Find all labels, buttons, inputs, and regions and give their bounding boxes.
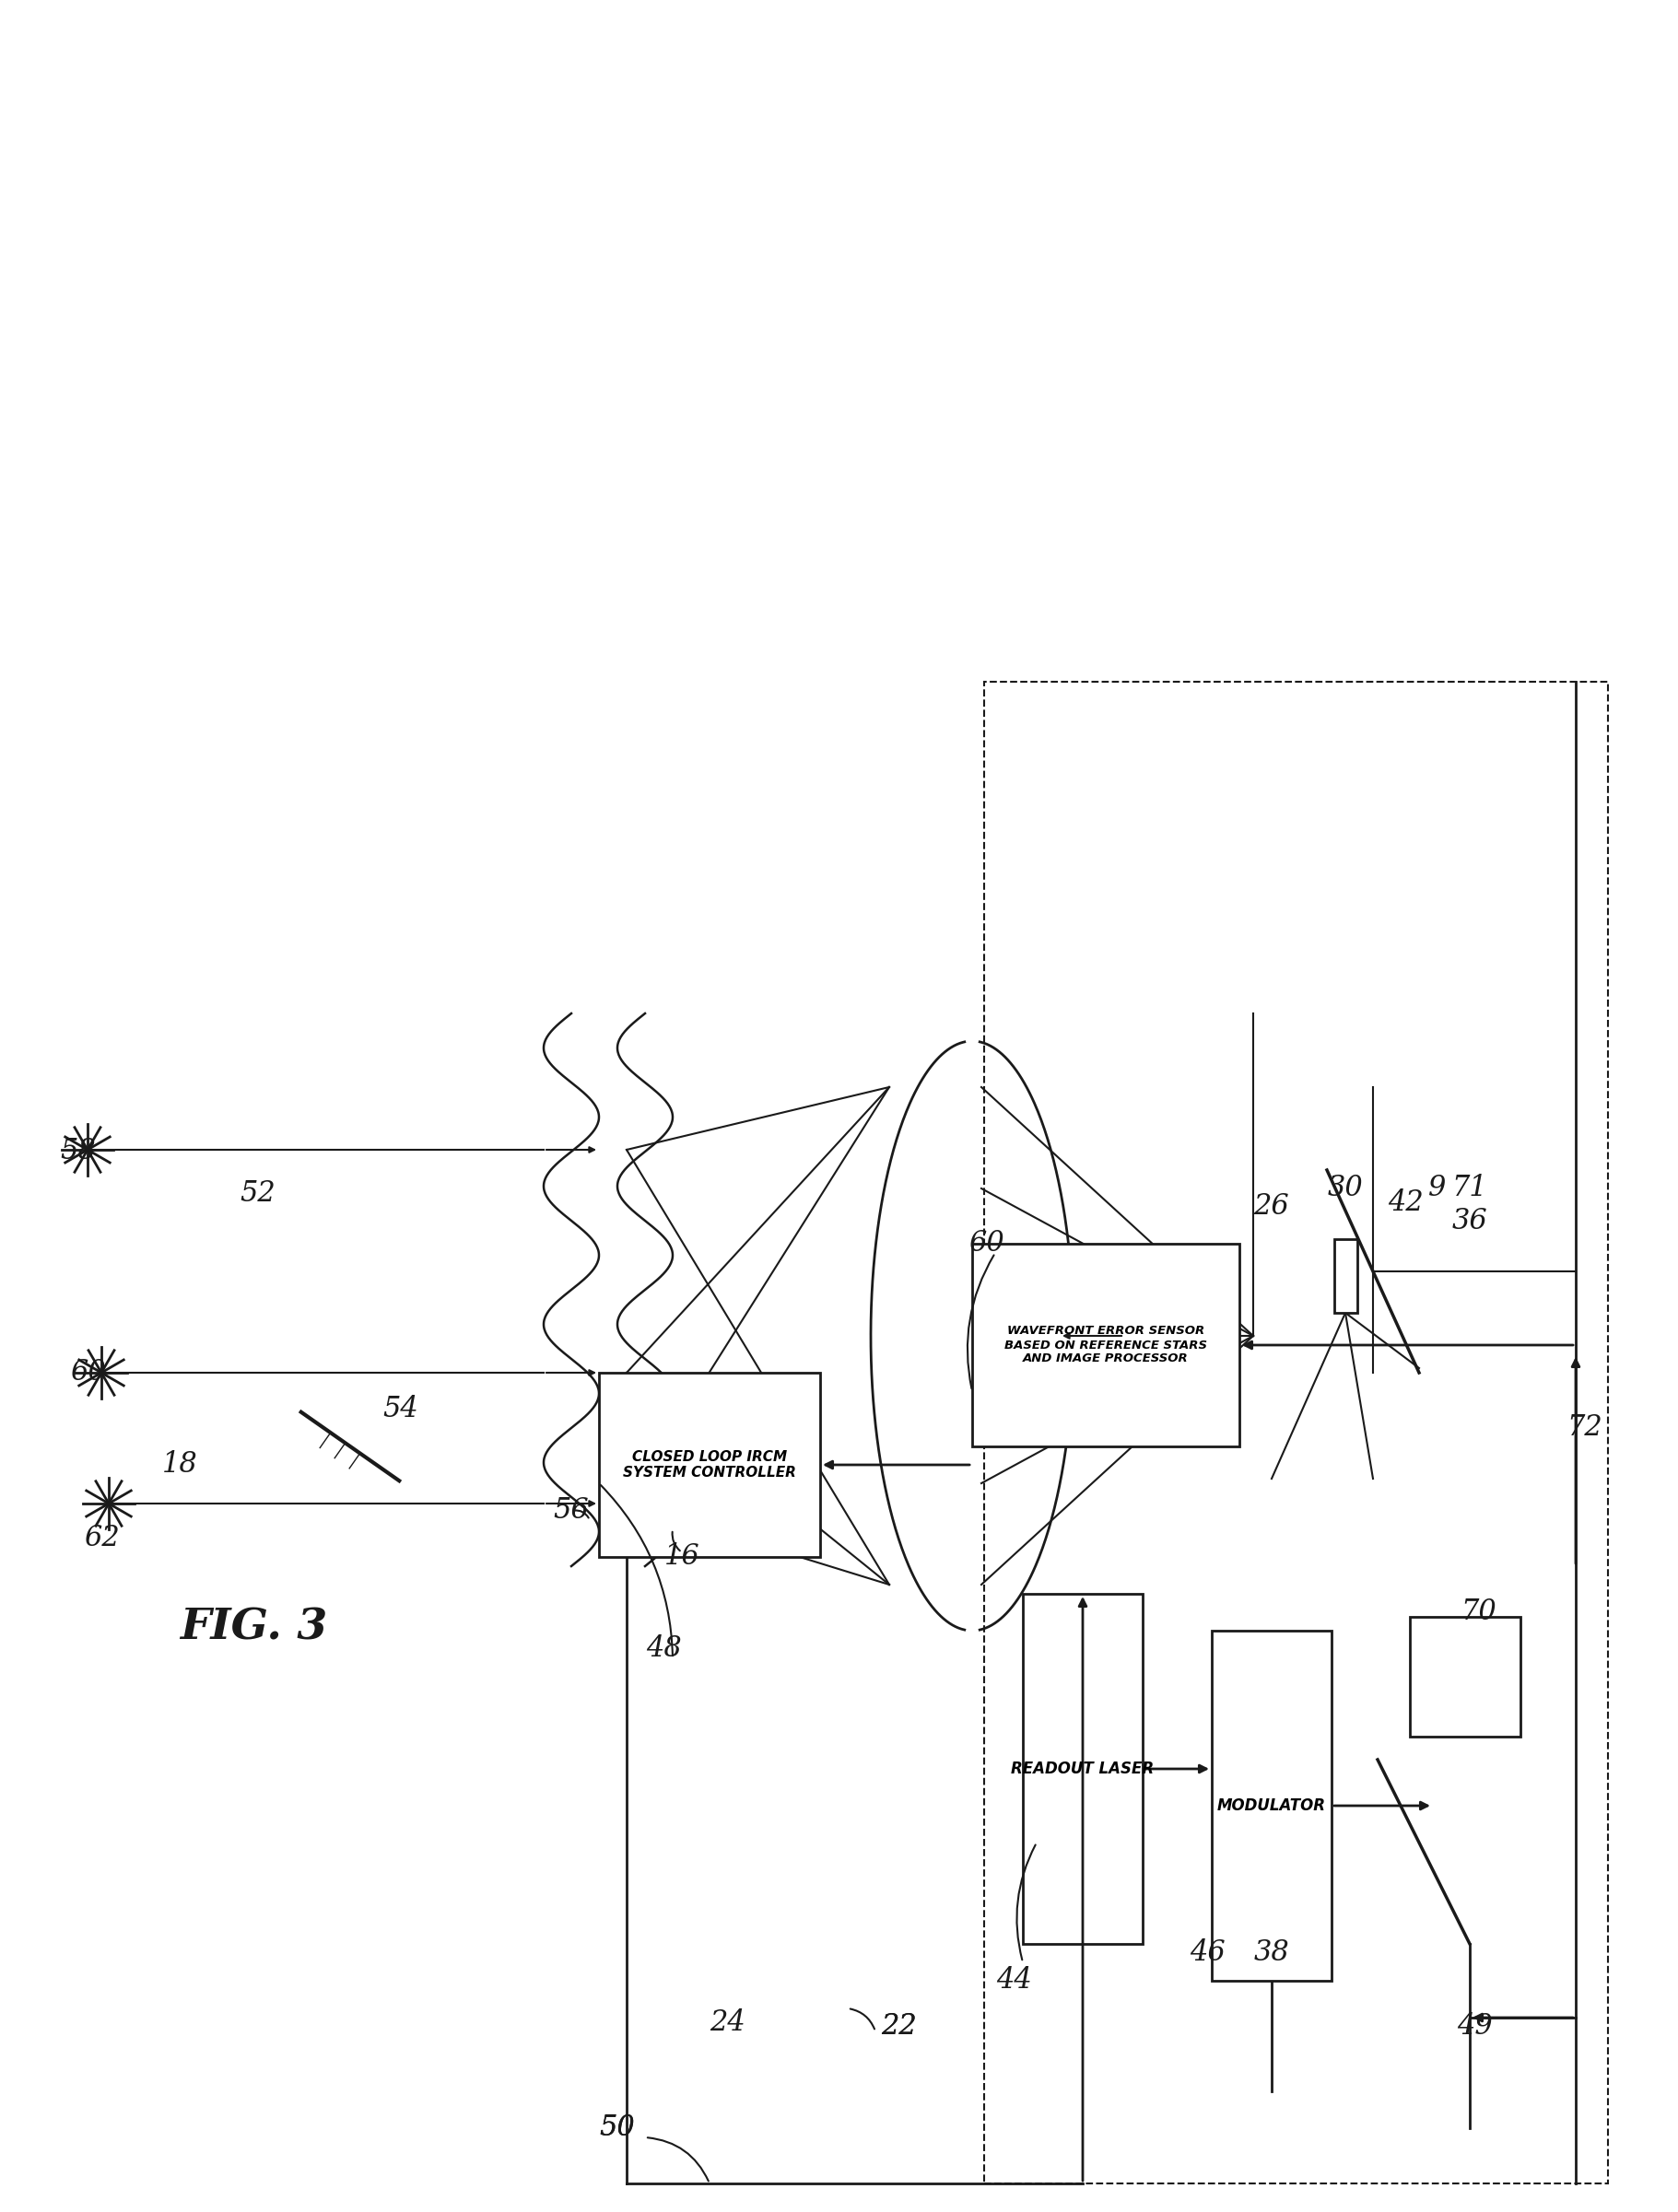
Bar — [1410, 1617, 1520, 1736]
Text: 70: 70 — [1462, 1597, 1497, 1626]
Bar — [1212, 1630, 1332, 1980]
Text: 18: 18 — [161, 1451, 198, 1480]
Text: WAVEFRONT ERROR SENSOR
BASED ON REFERENCE STARS
AND IMAGE PROCESSOR: WAVEFRONT ERROR SENSOR BASED ON REFERENC… — [1005, 1325, 1206, 1365]
Text: 16: 16 — [664, 1542, 700, 1571]
Text: 9: 9 — [1428, 1175, 1446, 1203]
Text: 46: 46 — [1190, 1940, 1225, 1966]
Bar — [972, 1243, 1240, 1447]
Text: 62: 62 — [84, 1524, 119, 1553]
Text: 54: 54 — [383, 1396, 420, 1425]
Text: 71: 71 — [1451, 1175, 1488, 1203]
Text: READOUT LASER: READOUT LASER — [1012, 1761, 1154, 1776]
Text: 42: 42 — [1388, 1188, 1423, 1217]
Text: 22: 22 — [881, 2013, 916, 2042]
Text: 50: 50 — [599, 2115, 636, 2143]
Text: 26: 26 — [1253, 1192, 1289, 1221]
Text: FIG. 3: FIG. 3 — [180, 1606, 327, 1650]
Bar — [983, 681, 1608, 2183]
Text: MODULATOR: MODULATOR — [1217, 1798, 1326, 1814]
Bar — [599, 1374, 821, 1557]
Text: 60: 60 — [968, 1230, 1003, 1259]
Bar — [1024, 1595, 1143, 1944]
Text: 44: 44 — [995, 1966, 1032, 1995]
Text: 22: 22 — [881, 2013, 916, 2042]
Text: CLOSED LOOP IRCM
SYSTEM CONTROLLER: CLOSED LOOP IRCM SYSTEM CONTROLLER — [623, 1449, 795, 1480]
Text: 30: 30 — [1327, 1175, 1363, 1203]
Text: 60: 60 — [70, 1358, 106, 1387]
Text: 52: 52 — [240, 1179, 275, 1208]
Text: 48: 48 — [646, 1635, 681, 1663]
Bar — [1334, 1239, 1358, 1314]
Text: 56: 56 — [554, 1498, 589, 1526]
Text: 72: 72 — [1567, 1413, 1602, 1442]
Text: 36: 36 — [1451, 1206, 1488, 1234]
Text: 24: 24 — [710, 2008, 745, 2037]
Text: 58: 58 — [60, 1137, 96, 1166]
Text: 49: 49 — [1457, 2013, 1492, 2042]
Text: 38: 38 — [1253, 1940, 1289, 1966]
Text: 50: 50 — [599, 2115, 636, 2143]
